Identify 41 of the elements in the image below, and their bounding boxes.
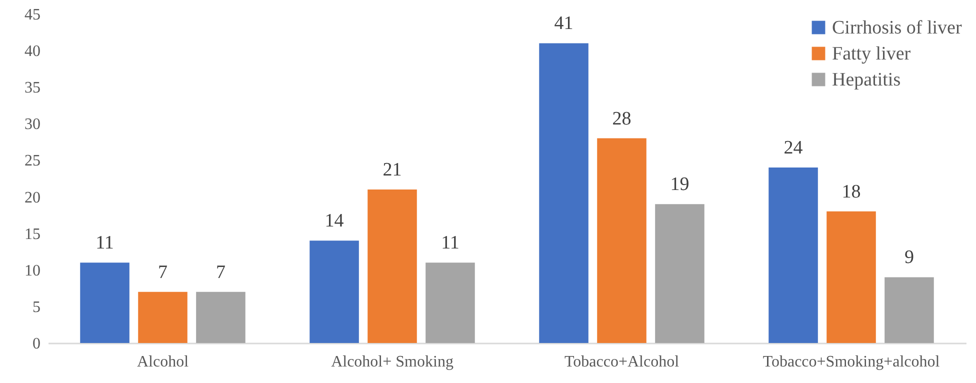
y-tick-label: 0 [32,336,40,352]
data-label: 11 [96,232,114,254]
x-tick-label: Tobacco+Smoking+alcohol [762,354,940,370]
legend-label: Fatty liver [832,44,912,64]
legend-label: Cirrhosis of liver [832,18,962,38]
y-tick-label: 5 [32,298,40,316]
data-label: 21 [382,159,402,180]
y-tick-label: 35 [24,80,40,97]
bar [768,168,818,343]
y-tick-label: 25 [24,152,40,170]
bar [80,262,130,343]
data-label: 11 [441,232,460,254]
y-tick-label: 10 [24,262,40,280]
bar [138,292,188,343]
bar [826,211,876,343]
data-label: 18 [842,181,861,202]
data-label: 41 [554,13,574,34]
data-label: 9 [904,247,914,268]
data-label: 28 [612,108,632,130]
bar [884,277,934,343]
data-label: 7 [158,262,168,283]
legend-label: Hepatitis [832,70,901,90]
y-tick-label: 45 [24,6,40,24]
bar [426,262,475,343]
data-label: 14 [324,210,344,232]
bar [597,138,646,343]
data-label: 7 [216,262,226,283]
data-label: 24 [784,138,804,159]
y-tick-label: 40 [24,43,40,60]
data-label: 19 [670,174,690,196]
bar [310,240,359,343]
x-tick-label: Tobacco+Alcohol [564,354,680,370]
bar [368,189,417,343]
x-tick-label: Alcohol+ Smoking [331,354,454,370]
y-tick-label: 15 [24,226,40,243]
x-tick-label: Alcohol [136,354,190,370]
y-tick-label: 20 [24,189,40,206]
y-tick-label: 30 [24,116,40,134]
bar [539,43,588,343]
bar [196,292,246,343]
bar [655,204,704,343]
